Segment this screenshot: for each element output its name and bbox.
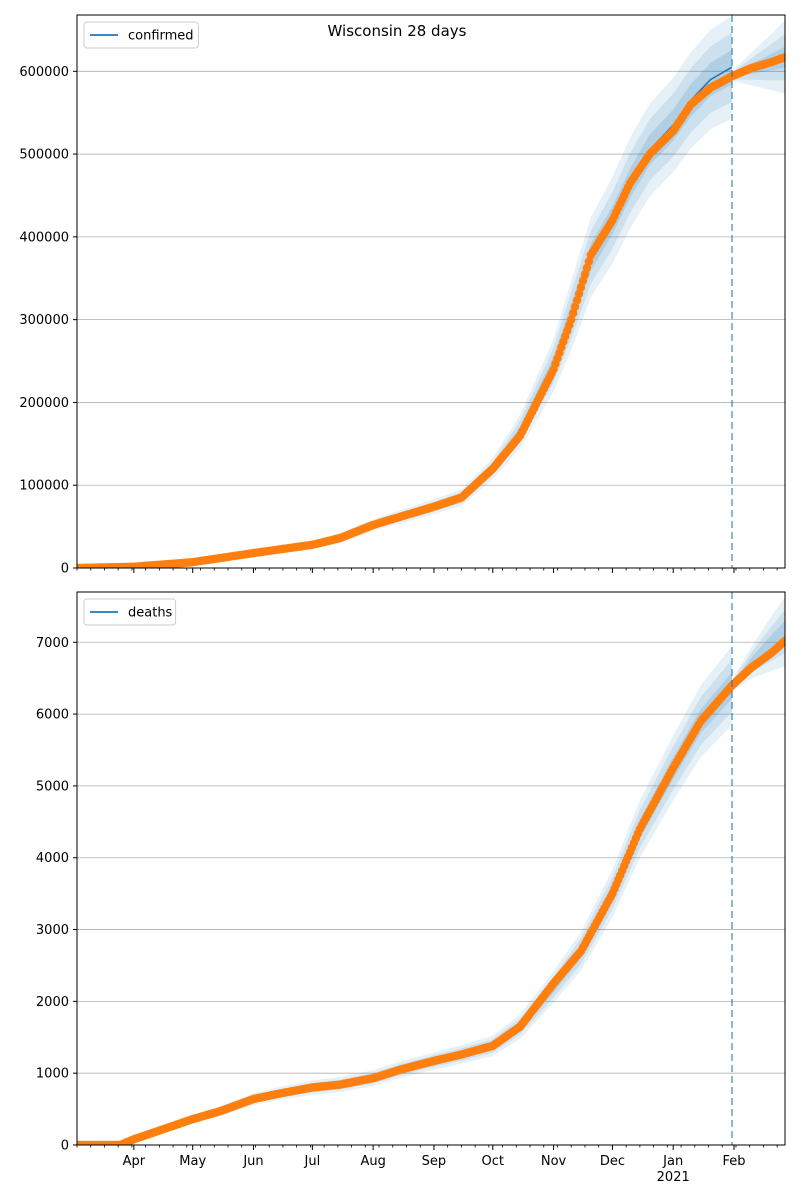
deaths-band-outer bbox=[77, 645, 732, 1145]
legend-label: deaths bbox=[128, 606, 173, 621]
observed-point bbox=[780, 53, 785, 62]
x-tick-label: Nov bbox=[541, 1154, 567, 1169]
y-tick-label: 600000 bbox=[19, 65, 69, 80]
observed-point bbox=[580, 270, 590, 279]
x-tick-label: Dec bbox=[600, 1154, 625, 1169]
observed-point bbox=[570, 302, 580, 311]
y-tick-label: 500000 bbox=[19, 148, 69, 163]
legend: deaths bbox=[83, 598, 177, 626]
x-tick-label: Jun bbox=[242, 1154, 263, 1169]
legend: confirmed bbox=[83, 21, 199, 49]
y-tick-label: 5000 bbox=[36, 779, 69, 794]
observed-markers bbox=[77, 636, 785, 1145]
y-tick-label: 4000 bbox=[36, 851, 69, 866]
y-tick-label: 300000 bbox=[19, 313, 69, 328]
x-tick-label: May bbox=[179, 1154, 206, 1169]
y-tick-label: 0 bbox=[61, 562, 69, 577]
observed-point bbox=[576, 283, 586, 292]
legend-box bbox=[83, 598, 177, 626]
axes-frame bbox=[76, 591, 786, 1146]
y-tick-label: 3000 bbox=[36, 923, 69, 938]
observed-point bbox=[584, 257, 594, 266]
y-tick-label: 200000 bbox=[19, 396, 69, 411]
legend-label: confirmed bbox=[128, 29, 194, 44]
observed-point bbox=[572, 296, 582, 305]
y-tick-label: 7000 bbox=[36, 636, 69, 651]
plot-area bbox=[77, 15, 785, 568]
confirmed-panel: 0 100000 200000 300000 400000 500000 600000 con… bbox=[19, 14, 786, 577]
x-tick-label: Oct bbox=[482, 1154, 504, 1169]
y-tick-label: 0 bbox=[61, 1139, 69, 1154]
y-tick-label: 100000 bbox=[19, 479, 69, 494]
x-tick-label: Feb bbox=[722, 1154, 745, 1169]
observed-point bbox=[578, 276, 588, 286]
observed-markers bbox=[77, 53, 785, 568]
deaths-panel: 0 1000 2000 3000 4000 5000 6000 7000 Apr May Jun Ju… bbox=[36, 591, 786, 1185]
x-tick-label: Sep bbox=[422, 1154, 447, 1169]
y-tick-label: 6000 bbox=[36, 708, 69, 723]
observed-point bbox=[567, 315, 576, 324]
plot-area bbox=[77, 597, 785, 1145]
y-tick-label: 400000 bbox=[19, 230, 69, 245]
axes-frame bbox=[76, 14, 786, 569]
x-tick-label: Aug bbox=[360, 1154, 385, 1169]
forecast-band-outer bbox=[732, 20, 785, 94]
figure-title: Wisconsin 28 days bbox=[328, 22, 467, 40]
x-tick-label: Jul bbox=[304, 1154, 321, 1169]
x-tick-label: Jan bbox=[662, 1154, 683, 1169]
observed-point bbox=[574, 289, 584, 298]
forecast-band-outer bbox=[732, 597, 785, 692]
y-tick-label: 1000 bbox=[36, 1067, 69, 1082]
y-tick-label: 2000 bbox=[36, 995, 69, 1010]
legend-box bbox=[83, 21, 199, 49]
observed-point bbox=[569, 309, 578, 318]
x-tick-year-label: 2021 bbox=[657, 1170, 690, 1185]
observed-point bbox=[582, 263, 592, 273]
observed-point bbox=[780, 636, 785, 645]
deaths-band-middle bbox=[77, 659, 732, 1145]
x-tick-label: Apr bbox=[123, 1154, 146, 1169]
